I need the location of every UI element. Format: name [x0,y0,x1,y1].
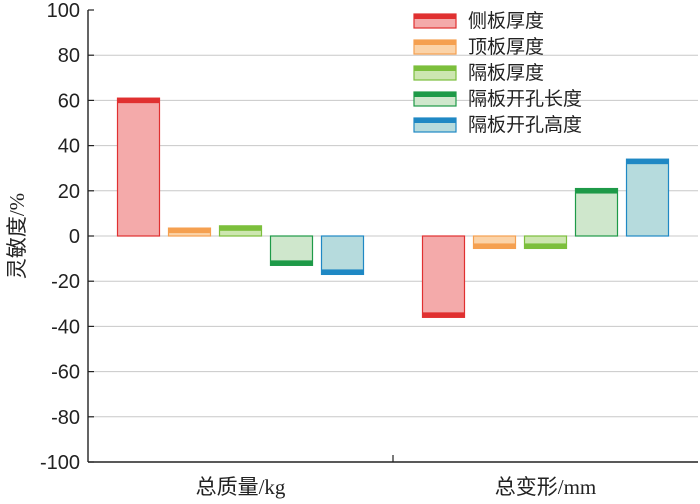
bar-cap [575,188,618,194]
legend-label: 隔板厚度 [468,62,544,84]
legend-swatch [413,65,457,81]
y-tick-label: -20 [51,271,80,293]
y-tick-label: 0 [69,226,80,248]
bar-cap [524,243,567,249]
legend-swatch [413,91,457,107]
legend-swatch-cap [414,92,456,97]
bar [625,158,670,237]
bars [116,97,670,318]
y-tick-label: 100 [47,0,80,22]
bar-cap [219,225,262,231]
bar-cap [117,98,160,104]
bar-cap [270,260,313,266]
y-tick-label: -40 [51,316,80,338]
axes [87,9,698,463]
bar [421,235,466,318]
legend-label: 隔板开孔长度 [468,88,582,110]
bar [116,97,161,237]
y-tick-label: 40 [58,136,80,158]
y-tick-label: -100 [40,452,80,474]
legend-swatch-cap [414,14,456,19]
legend-swatch-cap [414,40,456,45]
y-axis-title: 灵敏度/% [5,193,29,279]
legend-swatch [413,117,457,133]
y-tick-label: 60 [58,90,80,112]
legend-label: 隔板开孔高度 [468,114,582,136]
legend-swatch-cap [414,118,456,123]
y-tick-label: 20 [58,181,80,203]
category-labels: 总质量/kg 总变形/mm [196,475,597,499]
y-tick-label: -60 [51,362,80,384]
y-tick-labels: 100 80 60 40 20 0 -20 -40 -60 -80 -100 [40,0,80,474]
legend-swatch-cap [414,66,456,71]
legend-swatch [413,13,457,29]
bar-cap [626,159,669,165]
y-tick-label: -80 [51,407,80,429]
bar-cap [473,243,516,249]
category-label: 总质量/kg [196,475,286,499]
bar [320,235,365,276]
bar-cap [168,228,211,234]
legend-label: 侧板厚度 [468,10,544,32]
legend-swatch [413,39,457,55]
bar-cap [422,312,465,318]
bar-cap [321,269,364,275]
y-tick-label: 80 [58,45,80,67]
category-label: 总变形/mm [495,475,597,499]
legend-label: 顶板厚度 [468,36,544,58]
bar [574,187,619,237]
